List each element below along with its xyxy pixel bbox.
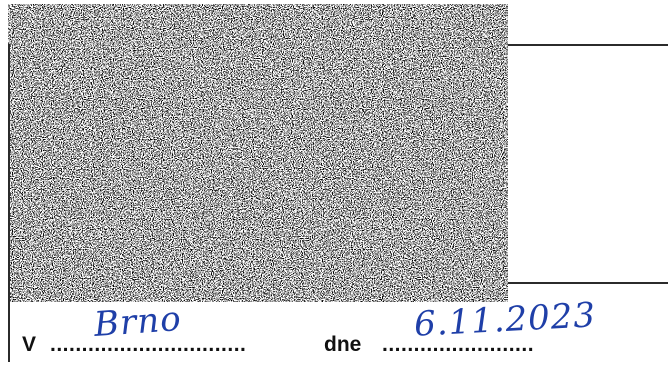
frame-top-border	[508, 44, 668, 46]
date-label: dne	[324, 333, 362, 356]
frame-left-border	[8, 44, 10, 362]
place-label: V	[22, 333, 37, 356]
place-dotted-line: ...............................	[50, 333, 247, 356]
redacted-area	[8, 4, 508, 302]
place-date-line: V ............................... dne ..…	[22, 330, 582, 360]
redaction-noise-pattern	[8, 4, 508, 302]
frame-divider-line	[508, 282, 668, 284]
handwritten-place: Brno	[92, 298, 183, 346]
date-dotted-line: ........................	[382, 333, 535, 356]
